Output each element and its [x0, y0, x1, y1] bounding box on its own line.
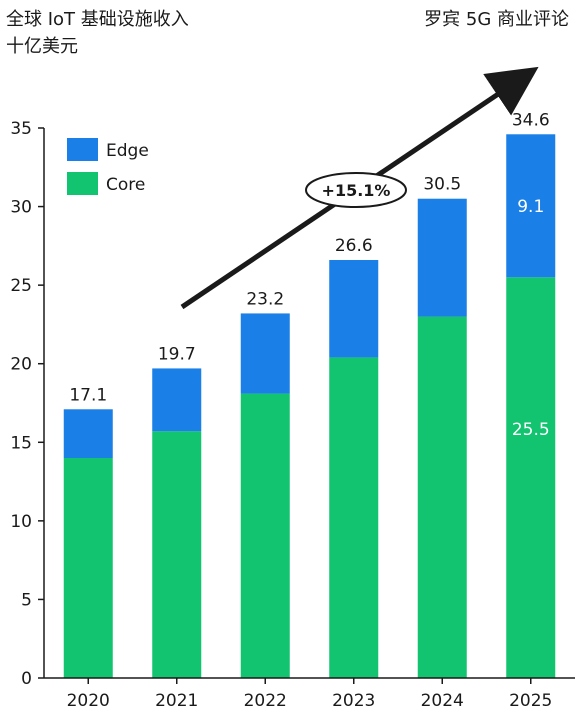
x-tick-label-2024: 2024	[421, 691, 464, 711]
y-tick-label-25: 25	[10, 276, 32, 296]
bar-edge-2022	[240, 313, 290, 394]
title-line-1: 全球 IoT 基础设施收入	[6, 9, 189, 30]
core-value-label: 25.5	[512, 420, 550, 440]
x-tick-label-2022: 2022	[244, 691, 287, 711]
x-tick-label-2021: 2021	[155, 691, 198, 711]
y-tick-label-35: 35	[10, 119, 32, 139]
bar-core-2024	[417, 316, 467, 678]
bar-edge-2024	[417, 198, 467, 317]
total-label-2021: 19.7	[158, 344, 196, 364]
total-label-2024: 30.5	[423, 175, 461, 195]
title-line-2: 十亿美元	[6, 36, 78, 57]
total-label-2023: 26.6	[335, 236, 373, 256]
total-label-2020: 17.1	[69, 385, 107, 405]
y-tick-label-5: 5	[21, 590, 32, 610]
bar-core-2020	[63, 458, 113, 678]
legend-label-core: Core	[106, 175, 145, 195]
source-label: 罗宾 5G 商业评论	[424, 9, 569, 30]
y-tick-label-15: 15	[10, 433, 32, 453]
y-tick-label-10: 10	[10, 512, 32, 532]
legend-swatch-edge	[67, 138, 98, 161]
total-label-2022: 23.2	[246, 289, 284, 309]
bar-edge-2025	[506, 134, 556, 278]
bar-core-2023	[329, 357, 379, 678]
growth-badge	[305, 172, 407, 208]
bar-edge-2023	[329, 260, 379, 358]
bar-edge-2020	[63, 409, 113, 458]
bar-edge-2021	[152, 368, 202, 432]
bar-core-2025	[506, 277, 556, 678]
x-tick-label-2025: 2025	[509, 691, 552, 711]
chart-title: 全球 IoT 基础设施收入 十亿美元	[6, 6, 189, 60]
legend-label-edge: Edge	[106, 141, 149, 161]
legend-swatch-core	[67, 172, 98, 195]
x-tick-label-2020: 2020	[67, 691, 110, 711]
bar-core-2022	[240, 393, 290, 678]
total-label-2025: 34.6	[512, 110, 550, 130]
growth-rate-label: +15.1%	[322, 181, 391, 200]
bar-core-2021	[152, 431, 202, 678]
x-tick-label-2023: 2023	[332, 691, 375, 711]
y-tick-label-20: 20	[10, 355, 32, 375]
edge-value-label: 9.1	[517, 197, 544, 217]
y-tick-label-30: 30	[10, 198, 32, 218]
y-tick-label-0: 0	[21, 669, 32, 689]
